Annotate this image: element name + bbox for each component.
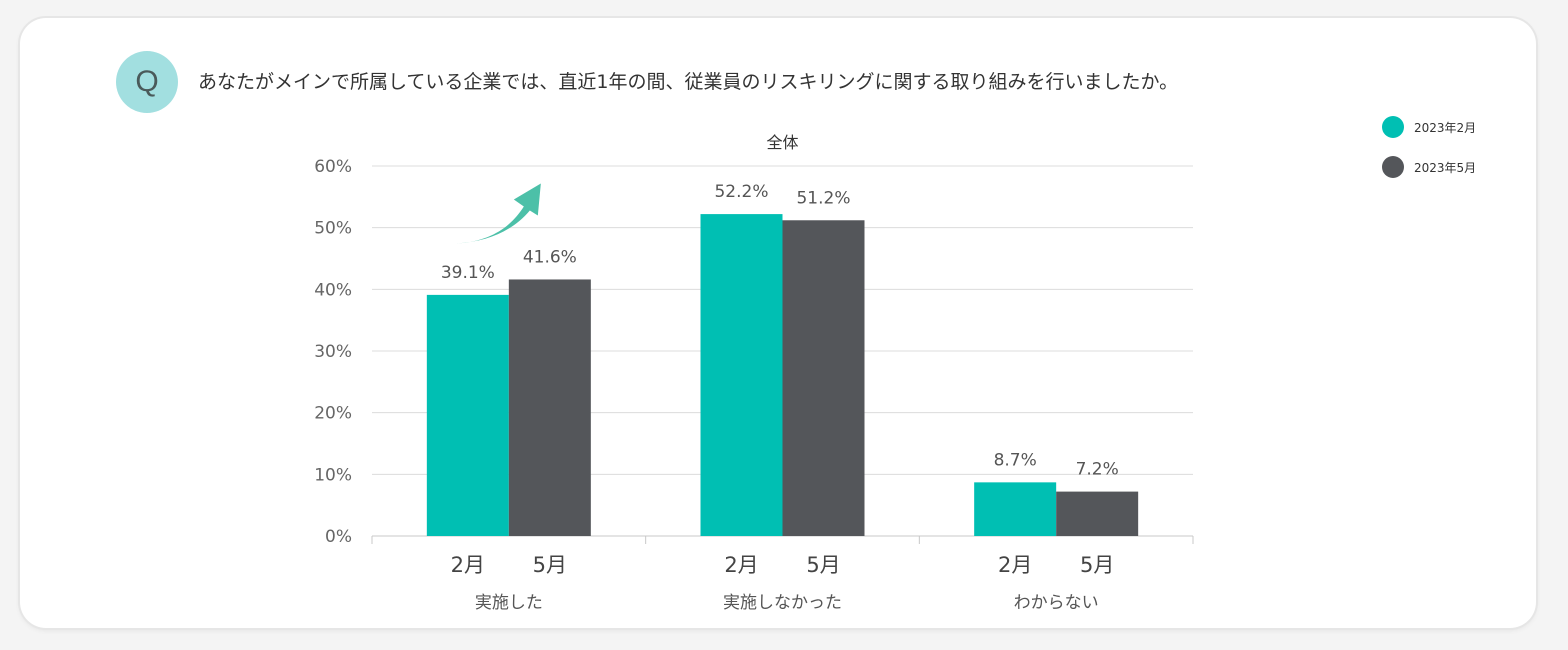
category-label: 実施しなかった: [723, 593, 842, 613]
legend-swatch-may: [1382, 156, 1404, 178]
bar-feb: [426, 294, 509, 536]
bar-month-label: 2月: [998, 553, 1032, 577]
category-label: わからない: [1014, 593, 1099, 613]
trend-arrow-icon: [456, 183, 541, 244]
y-tick-label: 40%: [314, 280, 352, 300]
y-tick-label: 20%: [314, 404, 352, 424]
data-label: 41.6%: [523, 247, 577, 267]
legend-item-may: 2023年5月: [1382, 156, 1476, 178]
category-label: 実施した: [475, 593, 543, 613]
bar-month-label: 5月: [1080, 553, 1114, 577]
y-tick-label: 10%: [314, 465, 352, 485]
chart-title: 全体: [766, 133, 798, 152]
question-badge: Q: [116, 51, 178, 113]
y-tick-label: 60%: [314, 157, 352, 177]
y-tick-label: 0%: [325, 527, 352, 547]
bar-may: [782, 220, 865, 536]
bar-may: [508, 279, 591, 536]
legend-swatch-feb: [1382, 116, 1404, 138]
data-label: 39.1%: [441, 263, 495, 283]
y-tick-label: 30%: [314, 342, 352, 362]
bar-may: [1056, 491, 1139, 536]
data-label: 7.2%: [1076, 460, 1119, 480]
bar-month-label: 2月: [451, 553, 485, 577]
legend-label-feb: 2023年2月: [1414, 120, 1477, 135]
legend-item-feb: 2023年2月: [1382, 116, 1476, 138]
data-label: 52.2%: [714, 182, 768, 202]
bar-feb: [700, 214, 783, 536]
data-label: 51.2%: [796, 188, 850, 208]
chart-legend: 2023年2月 2023年5月: [1382, 116, 1476, 196]
bar-month-label: 2月: [724, 553, 758, 577]
bar-feb: [974, 482, 1057, 536]
y-tick-label: 50%: [314, 219, 352, 239]
legend-label-may: 2023年5月: [1414, 160, 1477, 175]
question-text: あなたがメインで所属している企業では、直近1年の間、従業員のリスキリングに関する…: [198, 71, 1179, 93]
bar-month-label: 5月: [806, 553, 840, 577]
data-label: 8.7%: [994, 450, 1037, 470]
bar-month-label: 5月: [533, 553, 567, 577]
